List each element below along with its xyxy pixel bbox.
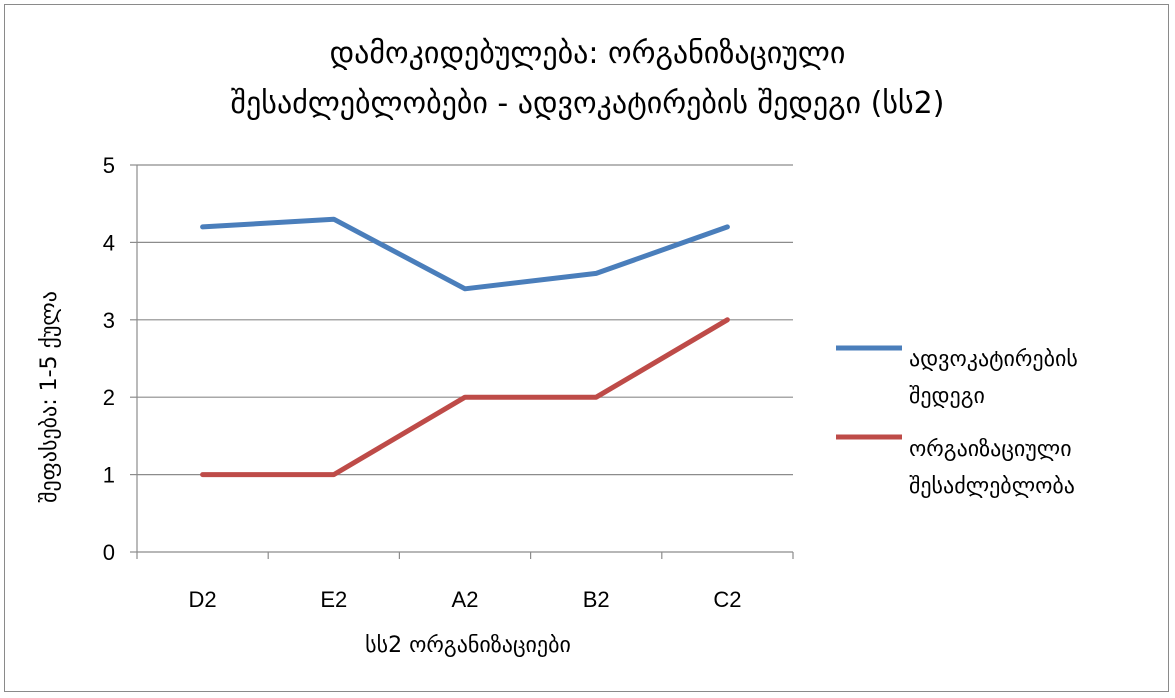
data-point-series-2-A2: [463, 395, 467, 400]
series-line-1: [200, 216, 730, 292]
y-tick-label-0: 0: [103, 540, 115, 565]
data-point-series-1-B2: [594, 271, 599, 276]
data-point-series-2-E2: [331, 472, 336, 477]
chart-frame: [4, 4, 1169, 692]
data-point-series-1-E2: [331, 217, 336, 222]
data-point-series-2-C2: [725, 317, 730, 322]
y-tick-label-2: 2: [103, 385, 115, 410]
x-tick-label-E2: E2: [320, 587, 347, 612]
gridlines: [137, 164, 793, 476]
data-point-series-2-D2: [200, 472, 205, 477]
chart-title-line-1: დამოკიდებულება: ორგანიზაციული: [329, 36, 846, 71]
legend-label-series-2-line-1: ორგაიზაციული: [909, 437, 1072, 462]
data-point-series-1-D2: [200, 224, 205, 229]
y-axis-title: შეფასება: 1-5 ქულა: [37, 291, 62, 503]
legend-label-series-1-line-2: შედეგი: [909, 384, 985, 409]
y-tick-label-5: 5: [103, 153, 115, 178]
axes: 0 1 2 3 4 5 D2 E2 A2 B2 C2: [103, 153, 794, 612]
x-tick-label-D2: D2: [189, 587, 217, 612]
legend-label-series-2-line-2: შესაძლებლობა: [909, 474, 1075, 499]
x-tick-label-B2: B2: [583, 587, 610, 612]
y-tick-label-1: 1: [103, 463, 115, 488]
y-tick-label-4: 4: [103, 230, 115, 255]
chart-title-line-2: შესაძლებლობები - ადვოკატირების შედეგი (ს…: [230, 86, 945, 121]
data-point-series-1-C2: [725, 224, 730, 229]
series-lines: [200, 216, 730, 478]
x-tick-label-A2: A2: [452, 587, 479, 612]
x-tick-label-C2: C2: [713, 587, 741, 612]
x-axis-title: სს2 ორგანიზაციები: [365, 633, 571, 658]
data-point-series-2-B2: [594, 395, 599, 400]
y-tick-label-3: 3: [103, 308, 115, 333]
legend-label-series-1-line-1: ადვოკატირების: [909, 347, 1078, 372]
legend: ადვოკატირების შედეგი ორგაიზაციული შესაძლ…: [836, 345, 1078, 499]
data-point-series-1-A2: [463, 286, 467, 291]
